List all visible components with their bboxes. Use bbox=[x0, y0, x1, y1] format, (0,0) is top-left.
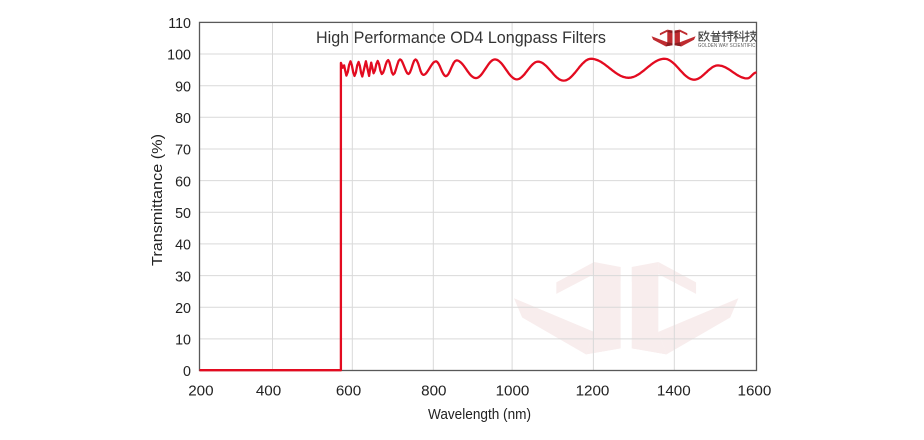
svg-text:GOLDEN WAY SCIENTIFIC: GOLDEN WAY SCIENTIFIC bbox=[698, 43, 756, 49]
svg-text:90: 90 bbox=[175, 79, 191, 95]
svg-text:800: 800 bbox=[421, 383, 446, 400]
svg-text:200: 200 bbox=[188, 383, 213, 400]
svg-text:20: 20 bbox=[175, 301, 191, 317]
svg-text:1400: 1400 bbox=[657, 383, 691, 400]
svg-text:60: 60 bbox=[175, 174, 191, 190]
svg-text:70: 70 bbox=[175, 143, 191, 159]
svg-text:Transmittance (%): Transmittance (%) bbox=[149, 134, 166, 266]
svg-text:40: 40 bbox=[175, 238, 191, 254]
svg-text:50: 50 bbox=[175, 206, 191, 222]
svg-text:10: 10 bbox=[175, 333, 191, 349]
svg-text:1000: 1000 bbox=[496, 383, 530, 400]
svg-text:30: 30 bbox=[175, 269, 191, 285]
svg-text:1600: 1600 bbox=[738, 383, 772, 400]
svg-text:0: 0 bbox=[183, 364, 191, 380]
svg-text:1200: 1200 bbox=[576, 383, 610, 400]
svg-text:Wavelength (nm): Wavelength (nm) bbox=[428, 406, 531, 423]
svg-text:110: 110 bbox=[168, 16, 191, 32]
svg-text:100: 100 bbox=[167, 48, 191, 64]
svg-text:80: 80 bbox=[175, 111, 191, 127]
svg-text:600: 600 bbox=[336, 383, 361, 400]
svg-text:400: 400 bbox=[256, 383, 281, 400]
svg-text:High Performance OD4 Longpass: High Performance OD4 Longpass Filters bbox=[316, 29, 606, 47]
